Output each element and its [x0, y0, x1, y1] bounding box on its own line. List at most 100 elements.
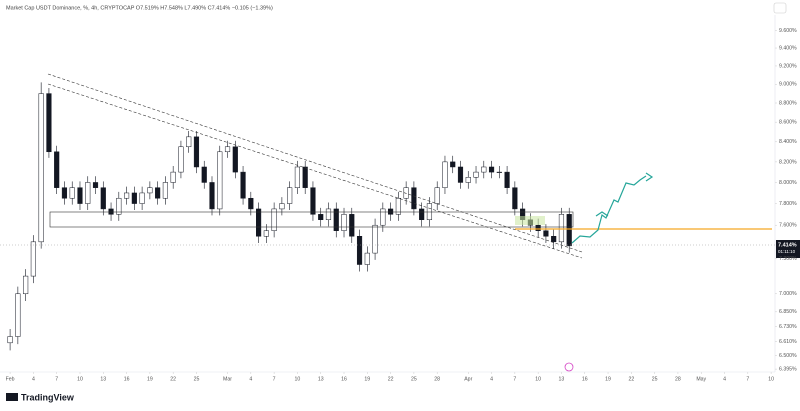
countdown: 01:11:10	[778, 249, 796, 254]
x-tick-label: 4	[32, 376, 35, 382]
x-tick-label: 22	[388, 376, 394, 382]
y-tick-label: 8.000%	[779, 180, 797, 186]
candle-body	[535, 224, 541, 231]
candle-body	[287, 187, 293, 204]
candle-body	[263, 230, 269, 237]
candle-body	[279, 203, 285, 210]
y-tick-label: 9.000%	[779, 82, 797, 88]
candle-body	[193, 136, 200, 168]
projection-path	[571, 175, 647, 244]
candle-body	[294, 166, 300, 188]
candle-body	[131, 192, 137, 204]
x-tick-label: 16	[124, 376, 130, 382]
candle-body	[201, 166, 207, 183]
plot	[7, 82, 572, 351]
candle-body	[256, 208, 262, 237]
candle-body	[450, 161, 456, 168]
projection-arrow	[645, 172, 654, 182]
candle-body	[139, 192, 145, 204]
candle-body	[116, 197, 122, 215]
event-marker[interactable]	[564, 362, 574, 372]
y-tick-label: 8.600%	[779, 120, 797, 126]
candle-body	[473, 171, 479, 178]
y-tick-label: 8.200%	[779, 159, 797, 165]
x-tick-label: 16	[582, 376, 588, 382]
candle-body	[388, 208, 394, 215]
candle-body	[465, 177, 471, 183]
trendline-upper	[47, 73, 583, 253]
candle-body	[30, 241, 36, 277]
x-tick-label: 10	[295, 376, 301, 382]
y-tick-label: 7.300%	[779, 256, 797, 262]
candle-body	[504, 171, 510, 188]
y-tick-label: 6.730%	[779, 324, 797, 330]
highlight-zone	[515, 216, 545, 225]
drawings	[0, 73, 775, 372]
candle-body	[69, 187, 75, 199]
candle-body	[170, 171, 176, 183]
x-tick-label: 13	[100, 376, 106, 382]
candle-body	[419, 208, 425, 220]
x-tick-label: 22	[170, 376, 176, 382]
y-tick-label: 6.395%	[779, 366, 797, 372]
candle-body	[240, 171, 246, 199]
candle-body	[7, 336, 13, 344]
x-tick-label: 16	[341, 376, 347, 382]
x-tick-label: 25	[194, 376, 200, 382]
candle-body	[123, 192, 130, 199]
y-tick-label: 7.600%	[779, 223, 797, 229]
x-tick-label: 25	[411, 376, 417, 382]
candle-body	[325, 208, 332, 220]
candle-body	[543, 230, 549, 237]
y-tick-label: 7.000%	[779, 291, 797, 297]
x-tick-label: 22	[628, 376, 634, 382]
candle-body	[318, 214, 324, 220]
x-tick-label: 19	[147, 376, 153, 382]
x-tick-label: 10	[535, 376, 541, 382]
x-tick-label: 4	[490, 376, 493, 382]
candle-body	[411, 187, 417, 210]
candle-body	[488, 166, 495, 173]
candle-body	[100, 187, 106, 210]
candle-body	[364, 252, 370, 265]
x-tick-label: Feb	[6, 376, 15, 382]
candle-body	[162, 182, 168, 199]
candle-body	[147, 187, 153, 194]
y-tick-label: 9.200%	[779, 63, 797, 69]
candle-body	[209, 182, 215, 210]
candle-body	[302, 166, 308, 188]
y-tick-label: 6.850%	[779, 309, 797, 315]
trendline-lower	[47, 83, 583, 259]
x-tick-label: 7	[55, 376, 58, 382]
candle-body	[77, 187, 83, 204]
candle-body	[85, 182, 91, 204]
x-tick-label: Apr	[464, 376, 472, 382]
candle-body	[92, 182, 99, 188]
candle-body	[496, 171, 502, 173]
settings-button[interactable]	[773, 2, 787, 14]
candle-body	[155, 187, 161, 199]
candle-body	[551, 236, 557, 243]
candle-body	[558, 214, 565, 243]
candle-body	[46, 93, 52, 153]
candle-body	[61, 187, 68, 199]
candle-body	[380, 208, 386, 226]
candle-body	[38, 93, 44, 243]
x-tick-label: 25	[652, 376, 658, 382]
candle-body	[271, 208, 277, 231]
candle-body	[566, 214, 572, 247]
x-tick-label: 19	[605, 376, 611, 382]
candle-body	[333, 208, 339, 231]
candle-body	[232, 146, 238, 173]
candle-body	[372, 224, 378, 254]
x-tick-label: 4	[249, 376, 252, 382]
x-tick-label: 7	[273, 376, 276, 382]
candle-body	[23, 275, 29, 295]
brand-name: TradingView	[21, 392, 75, 402]
y-tick-label: 6.610%	[779, 339, 797, 345]
chart-title: Market Cap USDT Dominance, %, 4h, CRYPTO…	[6, 5, 273, 11]
x-tick-label: 7	[513, 376, 516, 382]
last-price-box	[776, 240, 800, 258]
candle-body	[356, 236, 363, 265]
